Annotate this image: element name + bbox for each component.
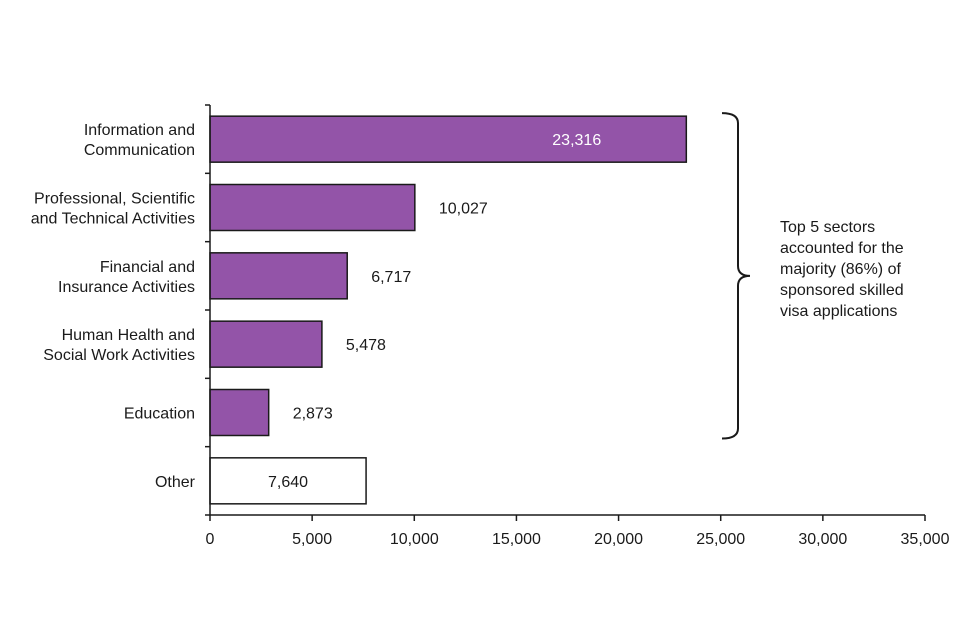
annotation-text: Top 5 sectors accounted for the majority (… bbox=[780, 219, 904, 320]
x-tick-label: 25,000 bbox=[696, 531, 745, 548]
category-label-information-and-communication: Information and Communication bbox=[84, 122, 195, 159]
category-label-professional-scientific-and-technical-activities: Professional, Scientific and Technical Ac… bbox=[31, 191, 195, 228]
value-label-information-and-communication: 23,316 bbox=[552, 132, 601, 149]
axes: 0 5,000 10,000 15,000 20,000 25,000 30,000 35,0… bbox=[205, 104, 950, 548]
bar-human-health-and-social-work-activities bbox=[209, 320, 323, 368]
bar-other bbox=[209, 457, 367, 505]
bar-information-and-communication bbox=[209, 115, 688, 163]
x-tick-label: 5,000 bbox=[292, 531, 332, 548]
labels: Information and Communication 23,316 Profes… bbox=[31, 122, 602, 491]
value-label-education: 2,873 bbox=[293, 406, 333, 423]
x-tick-label: 15,000 bbox=[492, 531, 541, 548]
value-label-professional-scientific-and-technical-activities: 10,027 bbox=[439, 201, 488, 218]
x-tick-label: 10,000 bbox=[390, 531, 439, 548]
category-label-financial-and-insurance-activities: Financial and Insurance Activities bbox=[58, 259, 195, 296]
value-label-other: 7,640 bbox=[268, 474, 308, 491]
x-tick-label: 30,000 bbox=[798, 531, 847, 548]
bar-education bbox=[209, 388, 270, 437]
curly-brace bbox=[721, 112, 751, 440]
annotation: Top 5 sectors accounted for the majority (… bbox=[721, 112, 904, 440]
bars bbox=[209, 115, 688, 505]
value-label-human-health-and-social-work-activities: 5,478 bbox=[346, 337, 386, 354]
x-tick-label: 35,000 bbox=[901, 531, 950, 548]
bar-financial-and-insurance-activities bbox=[209, 252, 348, 300]
value-label-financial-and-insurance-activities: 6,717 bbox=[371, 269, 411, 286]
x-tick-label: 20,000 bbox=[594, 531, 643, 548]
category-label-human-health-and-social-work-activities: Human Health and Social Work Activities bbox=[43, 327, 195, 364]
x-tick-label: 0 bbox=[206, 531, 215, 548]
bar-professional-scientific-and-technical-activities bbox=[209, 183, 416, 232]
category-label-education: Education bbox=[124, 406, 195, 423]
category-label-other: Other bbox=[155, 474, 196, 491]
